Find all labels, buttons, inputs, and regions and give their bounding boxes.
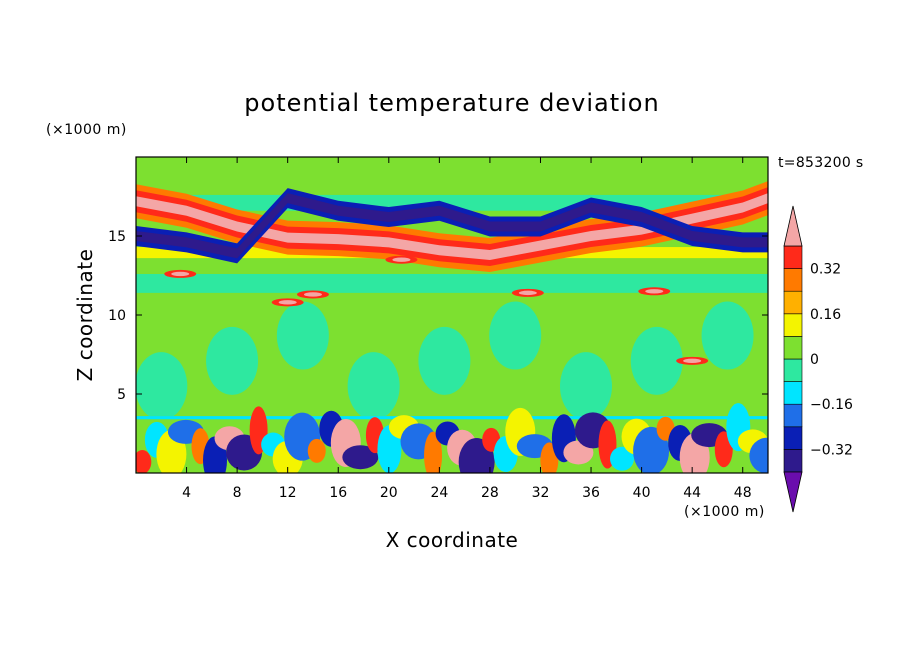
- colorbar-max-triangle: [783, 205, 803, 247]
- y-tick-label: 5: [117, 387, 126, 403]
- x-tick-label: 28: [481, 485, 499, 501]
- field-band-11km: [136, 273, 768, 293]
- field-hot-ribbon: [136, 187, 768, 266]
- field-mid-cell: [206, 326, 259, 395]
- y-axis-label: Z coordinate: [73, 249, 97, 382]
- colorbar-label: 0.32: [810, 262, 841, 278]
- time-label: t=853200 s: [778, 155, 863, 171]
- field-top: [136, 157, 768, 195]
- colorbar-label: 0.16: [810, 307, 841, 323]
- field-warm-core: [171, 271, 190, 277]
- field-mid-cell: [136, 352, 188, 421]
- colorbar-min-triangle: [783, 471, 803, 513]
- x-tick-label: 20: [380, 485, 398, 501]
- colorbar-box: [783, 403, 803, 428]
- x-tick-label: 16: [329, 485, 347, 501]
- field-bl-cell: [424, 431, 443, 473]
- field-mid-cell: [347, 352, 400, 421]
- field-bl-cell: [307, 438, 326, 463]
- chart-title: potential temperature deviation: [244, 89, 659, 117]
- field-mid-cell: [276, 301, 329, 370]
- field-mid-cell: [489, 301, 542, 370]
- field-warm-core: [683, 358, 702, 364]
- colorbar-box: [783, 449, 803, 473]
- y-axis-unit: (×1000 m): [46, 122, 127, 138]
- x-tick-label: 40: [633, 485, 651, 501]
- y-tick-label: 10: [108, 308, 126, 324]
- x-tick-label: 32: [532, 485, 550, 501]
- colorbar-box: [783, 290, 803, 315]
- x-axis: 4 8 12 16 20 24 28 32 36 40 44 48: [182, 157, 752, 501]
- field-bl-cell: [377, 425, 402, 473]
- field-bl-cell: [136, 449, 152, 473]
- field-mid-cell: [418, 326, 471, 395]
- field-mid-cell: [559, 352, 612, 421]
- colorbar-box: [783, 268, 803, 292]
- field-bl-cell: [610, 446, 635, 471]
- plot-area: [136, 157, 768, 473]
- field-coldest-ribbon: [136, 193, 768, 259]
- field-warm-core: [303, 292, 322, 297]
- field-mid-cell: [701, 301, 754, 370]
- field-bl-cell: [749, 437, 768, 473]
- colorbar-box: [783, 426, 803, 450]
- colorbar-label: −0.16: [810, 397, 853, 413]
- colorbar-box: [783, 313, 803, 337]
- field-warm-core: [392, 257, 411, 262]
- colorbar-box: [783, 381, 803, 405]
- field-bl-cell: [633, 426, 670, 473]
- field-bl-top: [136, 416, 768, 420]
- x-tick-label: 36: [582, 485, 600, 501]
- field-warm-ribbon: [136, 181, 768, 272]
- x-axis-unit: (×1000 m): [684, 504, 765, 520]
- y-axis: 5 10 15: [108, 229, 768, 403]
- field-warm-core: [278, 300, 297, 305]
- x-tick-label: 12: [279, 485, 297, 501]
- colorbar-box: [783, 358, 803, 382]
- colorbar-box: [783, 336, 803, 360]
- field-bl-cell: [342, 445, 379, 470]
- colorbar-box: [783, 245, 803, 269]
- x-axis-label: X coordinate: [386, 528, 519, 552]
- field-mid-cell: [630, 326, 683, 395]
- field-warm-core: [645, 289, 664, 294]
- x-tick-label: 8: [233, 485, 242, 501]
- colorbar-label: −0.32: [810, 442, 853, 458]
- y-tick-label: 15: [108, 229, 126, 245]
- field-warm-core: [518, 290, 537, 296]
- x-tick-label: 24: [430, 485, 448, 501]
- x-tick-label: 4: [182, 485, 191, 501]
- contour-field: [136, 157, 768, 473]
- x-tick-label: 48: [734, 485, 752, 501]
- colorbar-label: 0: [810, 352, 819, 368]
- x-tick-label: 44: [683, 485, 701, 501]
- colorbar: 0.32 0.16 0 −0.16 −0.32: [783, 205, 853, 513]
